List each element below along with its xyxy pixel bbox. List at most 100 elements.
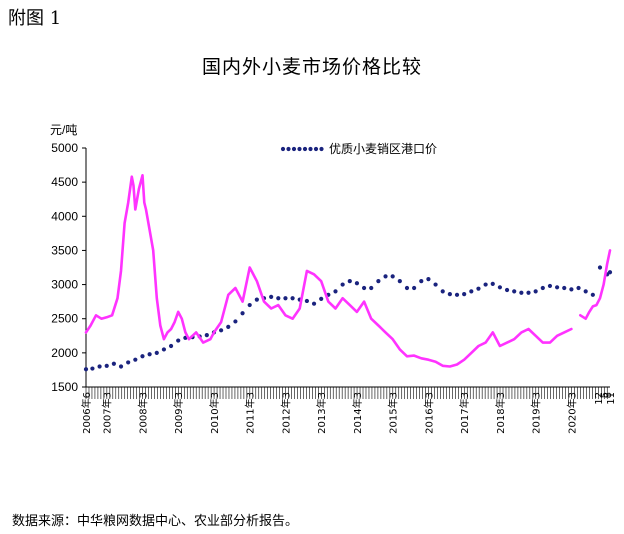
legend-dot: [302, 146, 308, 152]
price-point-dot: [433, 282, 438, 287]
price-point-dot: [497, 285, 503, 290]
x-tick-label: 2014年3: [351, 392, 364, 434]
price-point-dot: [240, 311, 245, 316]
x-tick-label: 2016年3: [422, 392, 435, 434]
price-point-dot: [347, 279, 352, 284]
figure-label: 附图 1: [8, 8, 62, 29]
price-point-dot: [204, 333, 209, 338]
x-tick-label: 2006年6: [80, 392, 93, 434]
price-point-dot: [554, 285, 560, 290]
x-tick-label: 2012年3: [279, 392, 292, 434]
price-point-dot: [361, 285, 367, 291]
y-tick-label: 2000: [51, 346, 78, 360]
x-tick-label: 2015年3: [387, 392, 400, 434]
price-point-dot: [533, 289, 538, 294]
price-point-dot: [147, 352, 152, 357]
price-line-1: [84, 174, 573, 368]
price-point-dot: [519, 290, 524, 295]
price-point-dot: [90, 366, 95, 371]
price-point-dot: [97, 364, 102, 369]
price-point-dot: [376, 279, 381, 284]
price-point-dot: [404, 285, 410, 291]
price-point-dot: [547, 283, 553, 289]
price-point-dot: [369, 285, 374, 291]
price-point-dot: [140, 354, 145, 359]
price-point-dot: [304, 298, 309, 304]
x-tick-label: 2018年3: [494, 392, 507, 434]
price-point-dot: [504, 287, 510, 293]
legend-dot: [280, 146, 286, 152]
price-point-dot: [104, 363, 109, 368]
price-point-dot: [447, 292, 452, 297]
price-point-dot: [161, 347, 167, 352]
y-tick-label: 3000: [51, 278, 78, 292]
price-point-dot: [569, 287, 574, 292]
x-tick-label: 2017年3: [458, 392, 471, 434]
price-point-dot: [226, 324, 231, 330]
x-tick-label: 2007年3: [101, 392, 114, 434]
y-tick-label: 4500: [51, 175, 78, 189]
price-point-dot: [412, 285, 417, 291]
legend-label: 优质小麦销区港口价: [329, 142, 437, 156]
price-point-dot: [426, 277, 431, 282]
y-tick-label: 3500: [51, 243, 78, 257]
price-point-dot: [590, 292, 595, 297]
chart-title: 国内外小麦市场价格比较: [201, 56, 422, 78]
y-axis-label: 元/吨: [50, 123, 77, 137]
price-point-dot: [476, 286, 481, 291]
y-tick-label: 2500: [51, 312, 78, 326]
x-tick-label: 2020年3: [565, 392, 578, 434]
y-tick-label: 1500: [51, 380, 78, 394]
price-point-dot: [133, 357, 138, 362]
x-tick-label: 5: [600, 392, 611, 398]
price-point-dot: [254, 297, 259, 302]
price-point-dot: [219, 328, 224, 333]
price-point-dot: [454, 292, 460, 297]
price-point-dot: [469, 289, 474, 294]
x-tick-label: 2011年3: [244, 392, 257, 434]
price-point-dot: [390, 274, 395, 279]
price-point-dot: [397, 279, 402, 284]
price-point-dot: [354, 281, 360, 286]
price-point-dot: [276, 296, 281, 301]
price-point-dot: [340, 282, 345, 287]
price-point-dot: [269, 294, 274, 299]
price-point-dot: [290, 296, 295, 301]
source-note: 数据来源：中华粮网数据中心、农业部分析报告。: [12, 514, 299, 529]
price-point-dot: [526, 290, 531, 295]
price-point-dot: [118, 364, 124, 369]
price-point-dot: [597, 265, 603, 270]
price-point-dot: [419, 279, 424, 284]
price-point-dot: [319, 296, 324, 302]
price-point-dot: [126, 360, 131, 365]
y-tick-label: 5000: [51, 141, 78, 155]
price-point-dot: [311, 301, 317, 306]
legend-dot: [308, 146, 313, 152]
price-point-dot: [176, 338, 181, 343]
legend-dot: [297, 146, 302, 152]
price-point-dot: [490, 281, 495, 286]
price-point-dot: [168, 343, 174, 349]
price-point-dot: [462, 292, 467, 297]
price-point-dot: [512, 289, 517, 294]
legend-dot: [291, 146, 297, 152]
price-point-dot: [383, 274, 388, 279]
price-point-dot: [83, 367, 89, 372]
legend-dot: [319, 146, 324, 152]
x-tick-label: 2009年3: [172, 392, 185, 434]
price-point-dot: [562, 285, 567, 291]
price-point-dot: [247, 302, 252, 308]
legend-dot: [313, 146, 319, 152]
x-tick-label: 2013年3: [315, 392, 328, 434]
legend-dot: [286, 146, 291, 152]
price-point-dot: [333, 289, 338, 294]
price-point-dot: [440, 289, 445, 294]
x-tick-label: 12: [594, 392, 605, 405]
y-tick-label: 4000: [51, 209, 78, 223]
price-point-dot: [233, 319, 238, 324]
price-point-dot: [540, 285, 545, 291]
price-point-dot: [111, 361, 116, 366]
price-line-1-recent: [578, 249, 612, 321]
x-tick-label: 2008年3: [136, 392, 149, 434]
